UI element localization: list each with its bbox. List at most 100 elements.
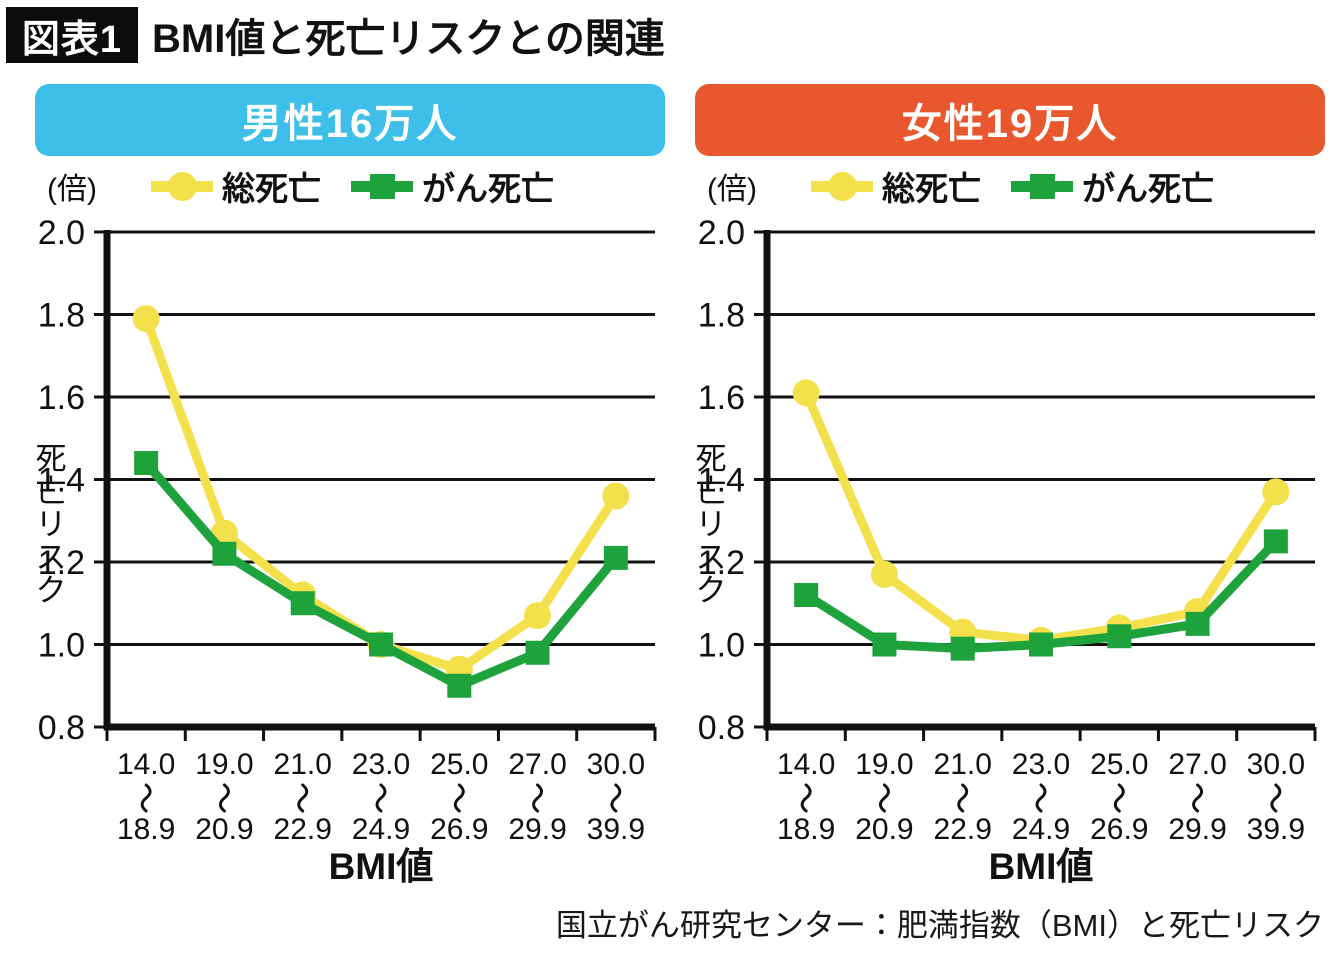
x-tick-label-bottom: 29.9 [508,813,566,846]
legend-women: 総死亡 がん死亡 [811,162,1214,210]
y-tick-label: 2.0 [698,214,745,252]
range-wave-icon [610,783,622,813]
y-axis-title-char: 亡 [696,474,727,509]
x-tick-label-top: 14.0 [777,748,835,781]
panel-header-women: 女性19万人 [695,84,1325,156]
figure-tag: 図表1 [6,7,138,63]
x-tick-label-bottom: 22.9 [934,813,992,846]
x-tick-label-top: 23.0 [1012,748,1070,781]
legend-item: がん死亡 [1011,162,1214,210]
x-tick-label-top: 21.0 [934,748,992,781]
x-tick-label-bottom: 18.9 [777,813,835,846]
legend-men: 総死亡 がん死亡 [151,162,554,210]
y-axis-title-char: リ [36,507,67,542]
range-wave-icon [297,783,309,813]
men-chart: 2.0 1.8 1.6 1.4 1.2 1.0 0.8 14.0 18.9 19.0 20.9 21.… [36,214,657,886]
y-axis-title-char: 死 [696,441,727,476]
y-tick-label: 1.0 [698,627,745,665]
x-tick-label-bottom: 24.9 [1012,813,1070,846]
title-row: 図表1 BMI値と死亡リスクとの関連 [0,0,1340,64]
y-tick-label: 1.4 [698,462,745,500]
range-wave-icon [1270,783,1282,813]
x-tick-label-top: 14.0 [117,748,175,781]
x-tick-label-top: 27.0 [508,748,566,781]
x-tick-label-bottom: 18.9 [117,813,175,846]
x-tick-label-bottom: 24.9 [352,813,410,846]
legend-item: がん死亡 [351,162,554,210]
legend-item: 総死亡 [811,162,981,210]
y-axis-title-char: 死 [36,441,67,476]
x-tick-label-top: 19.0 [855,748,913,781]
x-tick-label-bottom: 26.9 [1090,813,1148,846]
y-axis-title-char: 亡 [36,474,67,509]
x-tick-label-bottom: 39.9 [587,813,645,846]
legend-row-men: (倍) 総死亡 がん死亡 [35,158,665,214]
y-tick-label: 1.2 [38,544,85,582]
x-tick-label-top: 30.0 [1247,748,1305,781]
range-wave-icon [1192,783,1204,813]
data-point-square [1029,632,1053,657]
y-axis-title-char: リ [696,507,727,542]
data-point-square [872,632,897,657]
chart-panel-women: 女性19万人 (倍) 総死亡 がん死亡 2.0 1.8 1.6 1.4 1.2 1.0 0.8… [695,84,1325,886]
x-axis-title: BMI値 [329,846,434,886]
x-tick-label-bottom: 20.9 [195,813,253,846]
range-wave-icon [532,783,544,813]
y-tick-label: 1.4 [38,462,85,500]
range-wave-icon [800,783,812,813]
source-text: 国立がん研究センター：肥満指数（BMI）と死亡リスク [555,908,1324,943]
page-title: BMI値と死亡リスクとの関連 [152,17,665,61]
data-point-circle [524,602,552,630]
data-point-square [950,636,975,661]
data-point-square [1185,611,1210,636]
y-tick-label: 0.8 [698,709,745,747]
range-wave-icon [375,783,387,813]
data-point-circle [870,560,898,588]
legend-label: がん死亡 [1082,170,1214,207]
data-point-square [369,632,393,657]
data-point-square [447,673,472,698]
y-tick-label: 2.0 [38,214,85,252]
square-marker-icon [1011,173,1073,199]
x-tick-label-bottom: 39.9 [1247,813,1305,846]
x-tick-label-bottom: 26.9 [430,813,488,846]
chart-panel-men: 男性16万人 (倍) 総死亡 がん死亡 2.0 1.8 1.6 1.4 1.2 1.0 0.8… [35,84,665,886]
data-point-circle [602,482,630,510]
legend-label: 総死亡 [882,170,981,207]
x-tick-label-top: 25.0 [430,748,488,781]
data-point-square [134,451,159,475]
range-wave-icon [140,783,152,813]
range-wave-icon [957,783,969,813]
range-wave-icon [1035,783,1047,813]
square-marker-icon [351,173,413,199]
data-point-square [1263,529,1288,554]
x-tick-label-top: 25.0 [1090,748,1148,781]
x-axis-title: BMI値 [989,846,1094,886]
y-unit-label: (倍) [47,173,97,206]
data-point-square [212,541,237,566]
legend-item: 総死亡 [151,162,321,210]
circle-marker-icon [151,171,213,201]
y-tick-label: 1.8 [38,297,85,335]
panel-header-men: 男性16万人 [35,84,665,156]
range-wave-icon [218,783,230,813]
x-tick-label-top: 23.0 [352,748,410,781]
y-tick-label: 0.8 [38,709,85,747]
charts-container: 男性16万人 (倍) 総死亡 がん死亡 2.0 1.8 1.6 1.4 1.2 1.0 0.8… [35,84,1340,886]
legend-row-women: (倍) 総死亡 がん死亡 [695,158,1325,214]
x-tick-label-bottom: 22.9 [274,813,332,846]
y-axis-title-char: ス [36,540,67,575]
legend-label: がん死亡 [422,170,554,207]
data-point-square [290,591,315,616]
x-tick-label-top: 27.0 [1168,748,1226,781]
range-wave-icon [1113,783,1125,813]
circle-marker-icon [811,171,873,201]
x-tick-label-top: 19.0 [195,748,253,781]
y-axis-title-char: ク [36,573,67,608]
data-point-circle [792,379,820,407]
y-tick-label: 1.8 [698,297,745,335]
x-tick-label-top: 30.0 [587,748,645,781]
data-point-square [794,583,819,607]
data-point-circle [1262,478,1290,506]
